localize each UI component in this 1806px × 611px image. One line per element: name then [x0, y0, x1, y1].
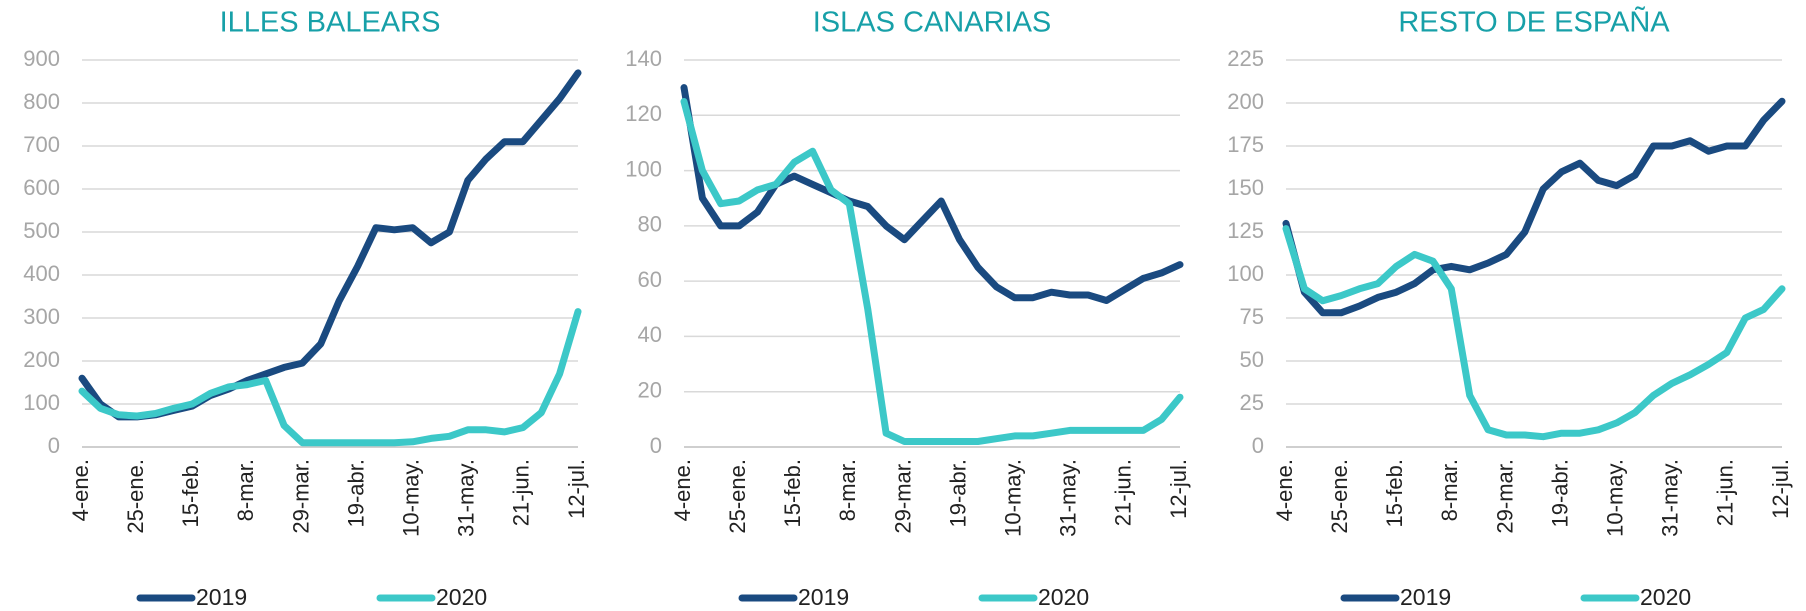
y-tick-label: 700	[23, 132, 60, 157]
x-tick-label: 8-mar.	[1437, 459, 1462, 521]
y-tick-label: 900	[23, 46, 60, 71]
x-tick-label: 4-ene.	[68, 459, 93, 521]
y-tick-label: 120	[625, 101, 662, 126]
x-tick-label: 31-may.	[454, 459, 479, 537]
x-tick-label: 25-ene.	[1327, 459, 1352, 534]
legend-label: 2019	[196, 584, 247, 610]
y-tick-label: 80	[638, 212, 662, 237]
x-tick-label: 29-mar.	[890, 459, 915, 534]
x-tick-label: 10-may.	[398, 459, 423, 537]
x-tick-label: 29-mar.	[1492, 459, 1517, 534]
x-tick-label: 8-mar.	[835, 459, 860, 521]
panel: ILLES BALEARS 0 100 200 300 400 500 600 700 800 90…	[23, 7, 589, 610]
x-tick-label: 31-may.	[1056, 459, 1081, 537]
x-tick-label: 4-ene.	[1272, 459, 1297, 521]
panel: ISLAS CANARIAS 0 20 40 60 80 100 120 140 4-ene. 25…	[625, 7, 1191, 610]
chart-title: ISLAS CANARIAS	[813, 7, 1052, 39]
legend-label: 2019	[1400, 584, 1451, 610]
legend-label: 2019	[798, 584, 849, 610]
x-tick-label: 15-feb.	[780, 459, 805, 528]
y-tick-label: 60	[638, 267, 662, 292]
line	[680, 98, 1184, 445]
y-tick-label: 25	[1240, 390, 1264, 415]
y-tick-label: 75	[1240, 304, 1264, 329]
line	[78, 69, 582, 421]
y-tick-label: 200	[23, 347, 60, 372]
x-tick-label: 21-jun.	[1111, 459, 1136, 526]
chart-title: ILLES BALEARS	[220, 7, 441, 39]
legend-label: 2020	[1038, 584, 1089, 610]
y-tick-label: 600	[23, 175, 60, 200]
x-tick-label: 29-mar.	[288, 459, 313, 534]
line	[1282, 97, 1786, 317]
x-tick-label: 19-abr.	[1547, 459, 1572, 528]
y-tick-label: 100	[1227, 261, 1264, 286]
y-tick-label: 140	[625, 46, 662, 71]
x-tick-label: 4-ene.	[670, 459, 695, 521]
x-tick-label: 12-jul.	[1768, 459, 1793, 519]
y-tick-label: 100	[625, 156, 662, 181]
x-tick-label: 15-feb.	[178, 459, 203, 528]
x-tick-label: 25-ene.	[725, 459, 750, 534]
x-tick-label: 8-mar.	[233, 459, 258, 521]
y-tick-label: 0	[1252, 433, 1264, 458]
y-tick-label: 0	[48, 433, 60, 458]
x-tick-label: 10-may.	[1000, 459, 1025, 537]
y-tick-label: 500	[23, 218, 60, 243]
x-tick-label: 31-may.	[1658, 459, 1683, 537]
y-tick-label: 100	[23, 390, 60, 415]
line	[680, 84, 1184, 304]
x-tick-label: 25-ene.	[123, 459, 148, 534]
y-tick-label: 150	[1227, 175, 1264, 200]
x-tick-label: 19-abr.	[343, 459, 368, 528]
x-tick-label: 21-jun.	[1713, 459, 1738, 526]
x-tick-label: 10-may.	[1602, 459, 1627, 537]
legend-label: 2020	[1640, 584, 1691, 610]
y-tick-label: 125	[1227, 218, 1264, 243]
y-tick-label: 300	[23, 304, 60, 329]
line	[1282, 225, 1786, 441]
legend-label: 2020	[436, 584, 487, 610]
y-tick-label: 175	[1227, 132, 1264, 157]
y-tick-label: 800	[23, 89, 60, 114]
line	[78, 308, 582, 447]
y-tick-label: 50	[1240, 347, 1264, 372]
x-tick-label: 15-feb.	[1382, 459, 1407, 528]
y-tick-label: 200	[1227, 89, 1264, 114]
y-tick-label: 20	[638, 378, 662, 403]
y-tick-label: 225	[1227, 46, 1264, 71]
y-tick-label: 400	[23, 261, 60, 286]
panel: RESTO DE ESPAÑA 0 25 50 75 100 125 150 175 200 225…	[1227, 5, 1793, 610]
y-tick-label: 0	[650, 433, 662, 458]
chart-title: RESTO DE ESPAÑA	[1398, 5, 1670, 39]
y-tick-label: 40	[638, 322, 662, 347]
x-tick-label: 19-abr.	[945, 459, 970, 528]
x-tick-label: 21-jun.	[509, 459, 534, 526]
x-tick-label: 12-jul.	[564, 459, 589, 519]
x-tick-label: 12-jul.	[1166, 459, 1191, 519]
